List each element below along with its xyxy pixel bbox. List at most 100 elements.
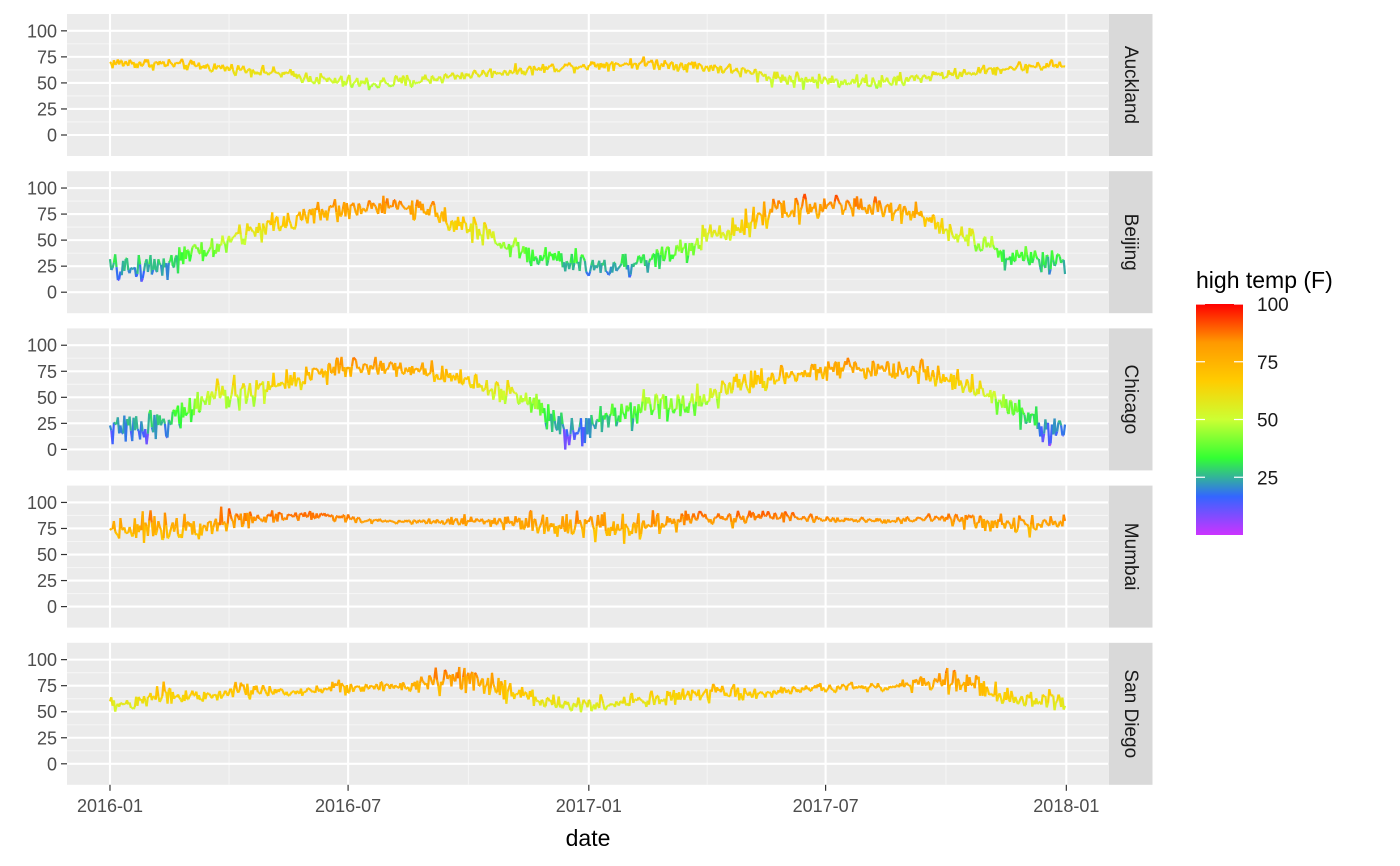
line-segment: [627, 406, 631, 412]
line-segment: [888, 520, 892, 524]
line-segment: [298, 211, 303, 221]
line-segment: [274, 70, 277, 74]
line-segment: [428, 206, 432, 216]
line-segment: [535, 699, 539, 703]
line-segment: [793, 515, 797, 519]
facet-strip: [1108, 485, 1153, 628]
line-segment: [216, 378, 220, 386]
line-segment: [887, 81, 891, 84]
line-segment: [787, 376, 790, 379]
line-segment: [262, 684, 266, 690]
line-segment: [411, 200, 415, 221]
line-segment: [654, 516, 658, 527]
line-segment: [259, 689, 263, 695]
line-segment: [814, 202, 818, 213]
line-segment: [947, 684, 951, 695]
line-segment: [246, 683, 250, 697]
line-segment: [323, 687, 327, 691]
line-segment: [869, 206, 873, 214]
line-segment: [294, 512, 299, 518]
line-segment: [296, 690, 300, 694]
line-segment: [844, 200, 848, 211]
line-segment: [868, 370, 871, 373]
line-segment: [721, 231, 725, 235]
line-segment: [350, 357, 355, 367]
line-segment: [965, 378, 970, 384]
line-segment: [633, 406, 637, 414]
line-segment: [819, 517, 823, 522]
line-segment: [167, 58, 172, 63]
y-tick-label: 25: [37, 99, 57, 119]
line-segment: [725, 230, 729, 241]
line-segment: [142, 522, 147, 543]
line-segment: [492, 394, 496, 401]
line-segment: [743, 374, 747, 384]
line-segment: [234, 69, 238, 77]
line-segment: [1020, 251, 1025, 262]
line-segment: [223, 520, 226, 524]
line-segment: [870, 519, 874, 523]
line-segment: [702, 67, 707, 72]
line-segment: [493, 239, 497, 245]
line-segment: [352, 202, 356, 209]
line-segment: [472, 216, 477, 222]
facet-panel-beijing: 0 25 50 75 100 Beijing: [27, 171, 1153, 314]
line-segment: [802, 80, 806, 90]
line-segment: [795, 71, 800, 76]
line-segment: [909, 215, 914, 221]
line-segment: [836, 685, 840, 688]
legend-tick-label: 75: [1257, 353, 1278, 374]
line-segment: [246, 68, 250, 72]
line-segment: [534, 67, 538, 71]
line-segment: [429, 676, 433, 683]
line-segment: [803, 369, 808, 375]
line-segment: [492, 683, 496, 688]
line-segment: [791, 511, 796, 517]
line-segment: [239, 68, 242, 72]
line-segment: [577, 697, 581, 704]
line-segment: [978, 69, 983, 74]
line-segment: [778, 515, 783, 520]
line-segment: [743, 687, 747, 693]
line-segment: [984, 520, 988, 532]
line-segment: [303, 512, 308, 517]
line-segment: [1024, 694, 1029, 706]
line-segment: [511, 240, 516, 248]
facet-strip: [1108, 328, 1153, 471]
line-segment: [746, 69, 750, 72]
line-segment: [603, 63, 607, 69]
line-segment: [547, 527, 551, 532]
line-segment: [916, 516, 919, 519]
line-segment: [239, 67, 244, 71]
line-segment: [924, 516, 928, 520]
line-segment: [362, 685, 367, 692]
line-segment: [753, 222, 758, 230]
line-segment: [637, 404, 641, 412]
line-segment: [297, 514, 301, 521]
line-segment: [515, 519, 520, 523]
line-segment: [705, 234, 709, 242]
line-segment: [822, 519, 825, 522]
panel-background: [67, 14, 1108, 156]
line-segment: [553, 420, 558, 429]
line-segment: [979, 515, 983, 519]
line-segment: [713, 388, 717, 392]
line-segment: [1010, 401, 1014, 415]
line-segment: [509, 245, 513, 258]
line-segment: [186, 65, 190, 71]
line-segment: [655, 248, 660, 254]
line-segment: [941, 515, 945, 519]
line-segment: [406, 519, 410, 523]
line-segment: [490, 672, 495, 684]
line-segment: [149, 409, 153, 428]
line-segment: [442, 669, 446, 681]
line-segment: [1010, 525, 1014, 530]
line-segment: [804, 199, 809, 213]
line-segment: [834, 690, 837, 694]
line-segment: [218, 64, 221, 68]
line-segment: [534, 255, 538, 259]
line-segment: [159, 529, 164, 540]
line-segment: [540, 258, 544, 262]
line-segment: [347, 691, 350, 694]
line-segment: [645, 62, 649, 66]
